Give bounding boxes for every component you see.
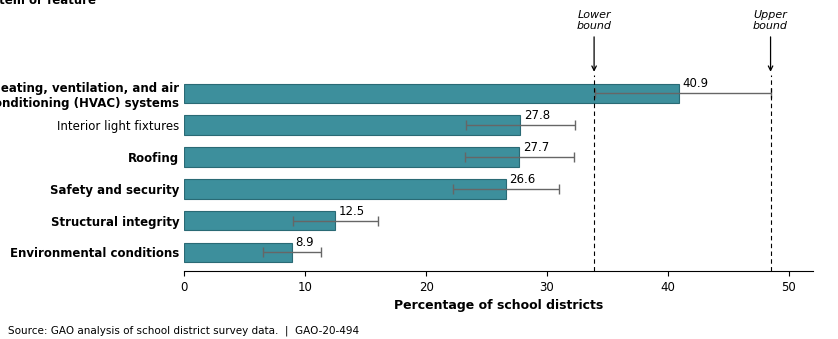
X-axis label: Percentage of school districts: Percentage of school districts xyxy=(394,299,603,313)
Text: Building system or feature: Building system or feature xyxy=(0,0,96,7)
Text: 27.8: 27.8 xyxy=(524,109,550,122)
Bar xyxy=(184,211,335,231)
Text: 26.6: 26.6 xyxy=(510,173,535,186)
Text: 40.9: 40.9 xyxy=(682,77,708,90)
Text: 12.5: 12.5 xyxy=(339,204,365,218)
Bar xyxy=(184,179,506,199)
Text: Lower
bound: Lower bound xyxy=(577,10,612,71)
Text: 8.9: 8.9 xyxy=(296,236,314,250)
Bar xyxy=(184,147,520,167)
Bar xyxy=(184,115,520,135)
Text: Source: GAO analysis of school district survey data.  |  GAO-20-494: Source: GAO analysis of school district … xyxy=(8,325,360,336)
Bar xyxy=(184,242,292,262)
Text: Upper
bound: Upper bound xyxy=(753,10,788,71)
Text: 27.7: 27.7 xyxy=(523,141,549,154)
Bar xyxy=(184,83,679,103)
